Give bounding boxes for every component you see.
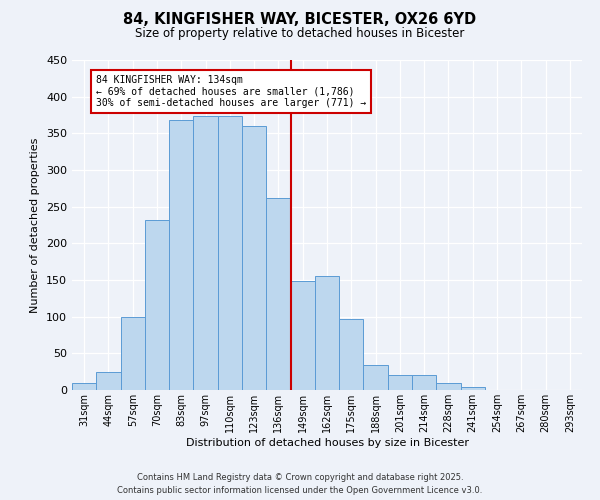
Bar xyxy=(72,382,96,390)
Bar xyxy=(145,220,169,390)
Bar xyxy=(242,126,266,390)
Bar xyxy=(461,387,485,390)
Text: Size of property relative to detached houses in Bicester: Size of property relative to detached ho… xyxy=(136,28,464,40)
Bar xyxy=(169,120,193,390)
Text: 84, KINGFISHER WAY, BICESTER, OX26 6YD: 84, KINGFISHER WAY, BICESTER, OX26 6YD xyxy=(124,12,476,28)
Bar xyxy=(290,282,315,390)
Bar xyxy=(436,382,461,390)
Bar xyxy=(193,116,218,390)
Text: Contains HM Land Registry data © Crown copyright and database right 2025.: Contains HM Land Registry data © Crown c… xyxy=(137,472,463,482)
Bar xyxy=(412,376,436,390)
Bar xyxy=(339,319,364,390)
Bar xyxy=(96,372,121,390)
Bar xyxy=(218,116,242,390)
X-axis label: Distribution of detached houses by size in Bicester: Distribution of detached houses by size … xyxy=(185,438,469,448)
Bar xyxy=(388,376,412,390)
Text: 84 KINGFISHER WAY: 134sqm
← 69% of detached houses are smaller (1,786)
30% of se: 84 KINGFISHER WAY: 134sqm ← 69% of detac… xyxy=(96,74,367,108)
Bar xyxy=(315,276,339,390)
Bar xyxy=(364,365,388,390)
Bar xyxy=(266,198,290,390)
Text: Contains public sector information licensed under the Open Government Licence v3: Contains public sector information licen… xyxy=(118,486,482,495)
Y-axis label: Number of detached properties: Number of detached properties xyxy=(31,138,40,312)
Bar xyxy=(121,316,145,390)
